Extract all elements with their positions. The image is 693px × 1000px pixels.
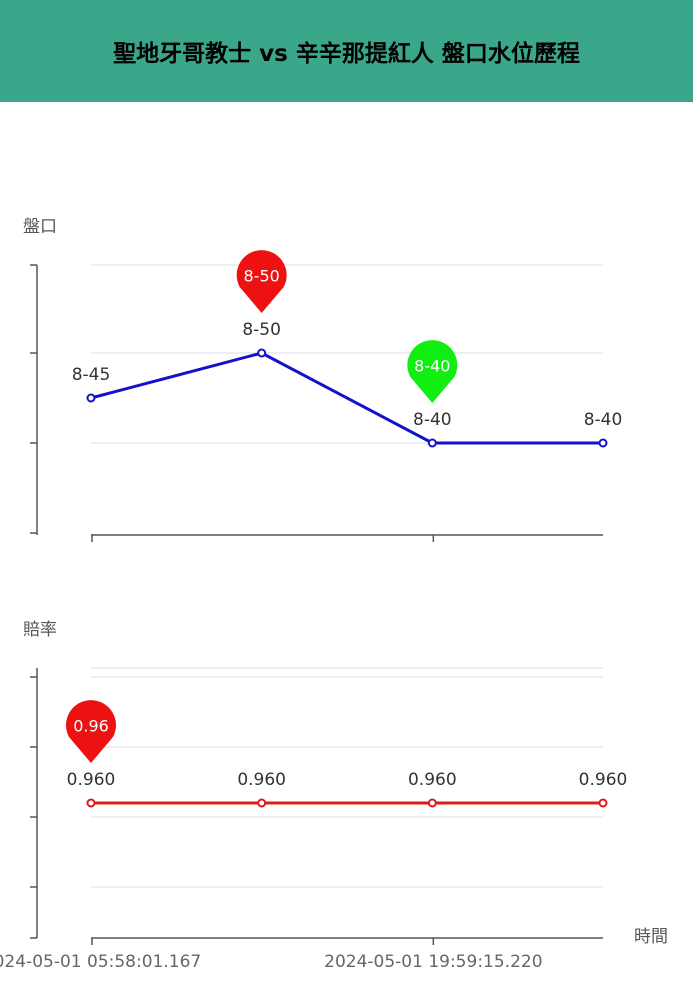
data-label: 0.960 [579,770,628,790]
data-label: 0.960 [237,770,286,790]
data-label: 8-40 [584,410,623,430]
point [257,798,267,808]
point [257,348,267,358]
point [86,393,96,403]
y-axis-name: 盤口 [23,217,57,237]
point [598,438,608,448]
point [86,798,96,808]
data-label: 0.960 [67,770,116,790]
line [90,351,603,445]
point [427,438,437,448]
marker-pin [236,250,287,313]
data-label: 8-50 [242,320,281,340]
title: 聖地牙哥教士 vs 辛辛那提紅人 盤口水位歷程 [113,41,580,67]
marker-pin [407,340,458,403]
x-axis-name: 時間 [634,927,668,947]
data-label: 8-45 [72,365,111,385]
marker-pin-label: 0.96 [73,717,109,736]
x-tick-label: 2024-05-01 19:59:15.220 [324,952,542,972]
data-label: 8-40 [413,410,452,430]
header: 聖地牙哥教士 vs 辛辛那提紅人 盤口水位歷程 [0,0,693,102]
marker-pin-label: 8-50 [244,267,280,286]
point [598,798,608,808]
marker-pin [65,700,117,763]
y-axis-name: 賠率 [23,620,57,640]
point [427,798,437,808]
marker-pin-label: 8-40 [414,357,450,376]
data-label: 0.960 [408,770,457,790]
charts: 盤口 8-45 8-50 8-40 8-40 8-50 8-40 賠率 2024-05-01 0… [0,217,668,972]
x-tick-label: 2024-05-01 05:58:01.167 [0,952,201,972]
